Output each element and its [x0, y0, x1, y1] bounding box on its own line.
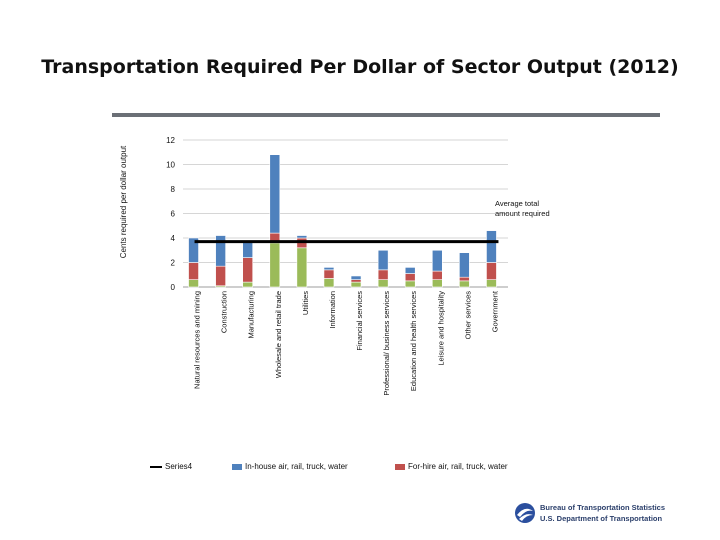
bar-segment [377, 269, 389, 280]
bar-segment [486, 262, 497, 280]
x-tick-label: Natural resources and mining [193, 291, 202, 389]
legend-item-for-hire: For-hire air, rail, truck, water [395, 462, 508, 471]
bar-segment [242, 257, 254, 283]
x-tick-label: Manufacturing [247, 291, 256, 339]
bar-segment [377, 279, 389, 288]
legend-item-in-house: In-house air, rail, truck, water [232, 462, 348, 471]
bar-segment [486, 230, 497, 263]
bar-segment [486, 279, 497, 288]
x-tick-label: Information [328, 291, 337, 329]
bar-segment [404, 267, 416, 274]
bar-segment [296, 247, 308, 288]
page-title: Transportation Required Per Dollar of Se… [41, 56, 679, 78]
bar-segment [459, 276, 470, 282]
x-tick-label: Construction [220, 291, 229, 333]
bar-segment [459, 252, 470, 278]
y-tick-label: 6 [171, 210, 176, 219]
y-tick-label: 12 [166, 136, 175, 145]
bar-segment [242, 281, 254, 288]
logo-line2: U.S. Department of Transportation [540, 514, 663, 523]
bar-segment [404, 273, 416, 282]
bars [188, 154, 497, 288]
logo-line1: Bureau of Transportation Statistics [540, 503, 666, 512]
bar-segment [323, 267, 335, 271]
x-tick-label: Wholesale and retail trade [274, 291, 283, 378]
title-divider [112, 113, 660, 117]
x-tick-label: Leisure and hospitality [436, 291, 445, 366]
y-tick-labels: 0 2 4 6 8 10 12 [166, 136, 175, 292]
bar-segment [459, 280, 470, 288]
bar-segment [296, 235, 308, 239]
y-tick-label: 10 [166, 161, 175, 170]
bar-segment [323, 278, 335, 288]
bar-segment [269, 154, 281, 234]
annotation-line1: Average total [495, 199, 539, 208]
legend-label: In-house air, rail, truck, water [245, 462, 348, 471]
bar-segment [323, 269, 335, 279]
bar-segment [188, 237, 199, 263]
bar-segment [269, 242, 281, 288]
y-tick-label: 8 [171, 185, 176, 194]
x-tick-label: Professional/ business services [382, 291, 391, 396]
legend-label: For-hire air, rail, truck, water [408, 462, 508, 471]
y-tick-label: 0 [171, 283, 176, 292]
dot-emblem-icon [515, 503, 535, 523]
bar-segment [404, 280, 416, 288]
y-tick-label: 2 [171, 259, 176, 268]
x-tick-label: Government [490, 290, 499, 332]
x-tick-label: Financial services [355, 291, 364, 351]
bts-logo: Bureau of Transportation Statistics U.S.… [514, 500, 674, 530]
bar-segment [215, 265, 226, 287]
bar-segment [350, 281, 362, 288]
legend-box-swatch [232, 463, 242, 470]
gridlines [183, 139, 508, 288]
bar-segment [377, 249, 389, 271]
x-tick-label: Utilities [301, 291, 310, 315]
bar-segment [431, 270, 443, 280]
y-axis-label: Cents required per dollar output [119, 145, 128, 258]
y-tick-label: 4 [171, 234, 176, 243]
bar-segment [188, 279, 199, 288]
bar-segment [350, 275, 362, 280]
bar-segment [431, 249, 443, 272]
bar-segment [188, 262, 199, 280]
x-tick-label: Education and health services [409, 291, 418, 391]
legend-item-series4: Series4 [150, 462, 192, 471]
annotation-line2: amount required [495, 209, 550, 218]
x-tick-label: Other services [463, 291, 472, 340]
bar-segment [350, 279, 362, 283]
bar-segment [431, 279, 443, 288]
legend-box-swatch [395, 463, 405, 470]
legend-label: Series4 [165, 462, 193, 471]
legend-line-swatch [150, 465, 162, 468]
bar-segment [242, 241, 254, 258]
bar-segment [215, 235, 226, 267]
x-tick-labels: Natural resources and mining Construction… [193, 290, 500, 396]
